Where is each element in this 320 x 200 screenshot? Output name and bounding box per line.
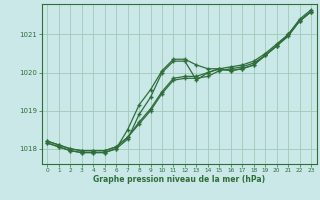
- X-axis label: Graphe pression niveau de la mer (hPa): Graphe pression niveau de la mer (hPa): [93, 175, 265, 184]
